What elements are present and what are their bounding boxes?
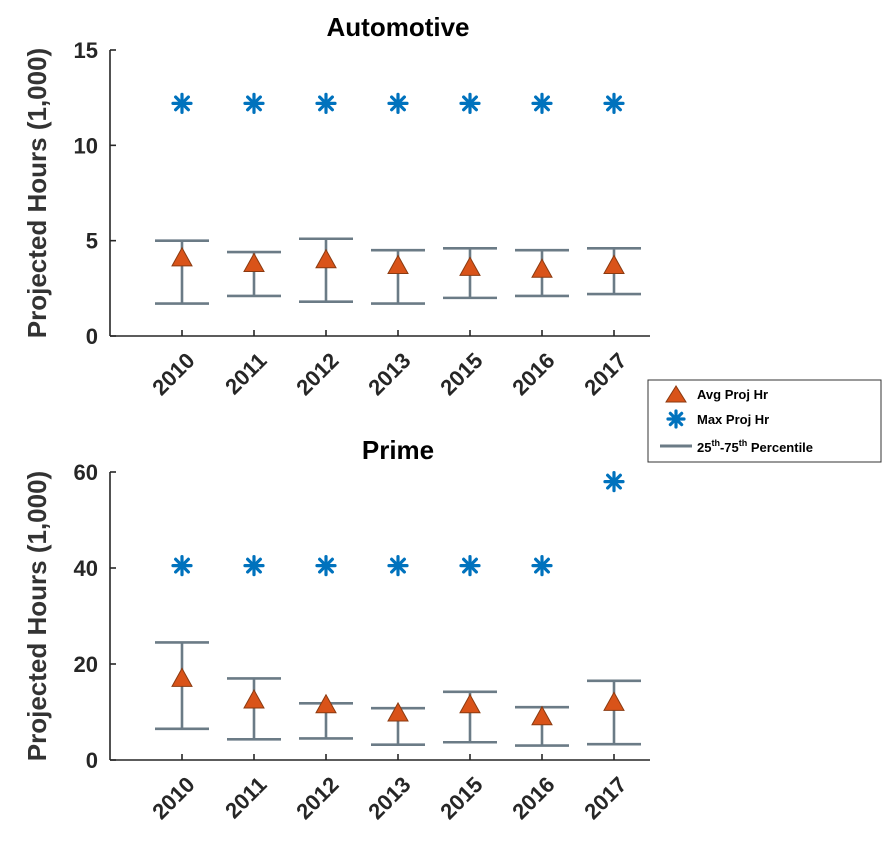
y-tick-label: 10 xyxy=(74,133,98,158)
x-tick-label: 2011 xyxy=(220,772,271,823)
y-tick-label: 0 xyxy=(86,748,98,773)
x-tick-label: 2011 xyxy=(220,348,271,399)
max-point xyxy=(243,554,265,577)
x-tick-label: 2010 xyxy=(147,348,199,400)
avg-point xyxy=(387,701,409,722)
x-tick-label: 2013 xyxy=(363,772,415,824)
chart-title: Prime xyxy=(362,435,434,465)
max-point xyxy=(243,92,265,114)
avg-point xyxy=(387,254,409,274)
legend-label-max: Max Proj Hr xyxy=(697,412,769,427)
avg-point xyxy=(171,667,193,687)
y-tick-label: 15 xyxy=(74,38,98,63)
x-tick-label: 2012 xyxy=(291,348,343,400)
avg-point xyxy=(603,254,625,274)
x-tick-label: 2012 xyxy=(291,772,343,824)
avg-point xyxy=(243,252,265,273)
max-point xyxy=(387,92,409,114)
avg-point xyxy=(243,688,265,709)
legend-box xyxy=(647,379,882,463)
avg-point xyxy=(315,248,337,269)
avg-point xyxy=(603,691,625,711)
max-point xyxy=(171,92,193,114)
max-point xyxy=(315,554,337,577)
max-point xyxy=(531,554,553,577)
panel-automotive: Automotive Projected Hours (1,000) 0 5 10 15 2… xyxy=(22,12,650,400)
x-tick-label: 2016 xyxy=(507,772,559,824)
panel-prime: Prime Projected Hours (1,000) 0 20 40 60 2010 2… xyxy=(22,435,650,824)
avg-point xyxy=(531,258,553,278)
avg-point xyxy=(459,256,481,276)
triangle-icon xyxy=(665,385,687,403)
x-tick-label: 2016 xyxy=(507,348,559,400)
y-tick-label: 5 xyxy=(86,229,98,254)
legend-item-max: Max Proj Hr xyxy=(666,409,769,429)
percentile-bar xyxy=(299,237,353,303)
y-tick-label: 60 xyxy=(74,460,98,485)
avg-point xyxy=(171,246,193,267)
x-tick-label: 2015 xyxy=(435,348,487,400)
y-tick-label: 20 xyxy=(74,652,98,677)
max-point xyxy=(459,554,481,577)
percentile-bar xyxy=(227,677,281,741)
legend-label-percentile: 25th-75th Percentile xyxy=(697,438,813,455)
y-tick-label: 0 xyxy=(86,324,98,349)
avg-point xyxy=(315,693,337,714)
percentile-bar xyxy=(587,679,641,746)
x-tick-label: 2013 xyxy=(363,348,415,400)
x-tick-label: 2017 xyxy=(579,348,631,400)
y-axis-title: Projected Hours (1,000) xyxy=(22,471,52,761)
y-axis-title: Projected Hours (1,000) xyxy=(22,48,52,338)
asterisk-icon xyxy=(666,409,686,429)
max-point xyxy=(603,92,625,114)
legend: Avg Proj Hr Max Proj Hr 25th-75th Percen… xyxy=(647,379,882,463)
max-point xyxy=(459,92,481,114)
max-point xyxy=(531,92,553,114)
avg-point xyxy=(531,705,553,726)
legend-item-avg: Avg Proj Hr xyxy=(665,385,768,403)
max-point xyxy=(603,471,625,493)
legend-item-percentile: 25th-75th Percentile xyxy=(660,438,813,455)
asterisk-mark xyxy=(666,409,686,429)
x-tick-label: 2010 xyxy=(147,772,199,824)
max-point xyxy=(171,554,193,577)
legend-label-avg: Avg Proj Hr xyxy=(697,387,768,402)
chart-title: Automotive xyxy=(327,12,470,42)
max-point xyxy=(315,92,337,114)
x-tick-label: 2017 xyxy=(579,772,631,824)
x-tick-label: 2015 xyxy=(435,772,487,824)
max-point xyxy=(387,554,409,577)
avg-point xyxy=(459,693,481,714)
y-tick-label: 40 xyxy=(74,556,98,581)
